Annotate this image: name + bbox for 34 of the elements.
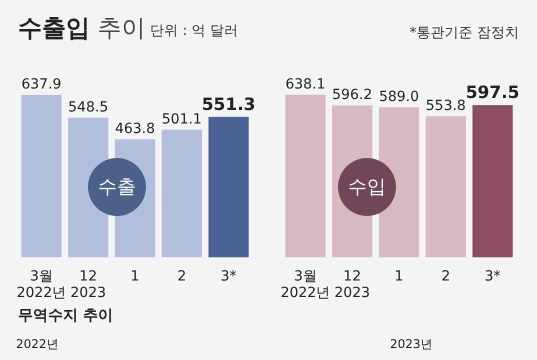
x-tick-label: 2 bbox=[441, 268, 450, 284]
data-label: 553.8 bbox=[426, 98, 466, 114]
chart-title: 수출입 추이 bbox=[18, 14, 146, 42]
data-label: 638.1 bbox=[285, 76, 326, 92]
x-tick-label: 12 2023 bbox=[334, 268, 370, 302]
bar bbox=[426, 116, 466, 258]
data-label: 596.2 bbox=[332, 87, 372, 104]
text: 무역수지 추이 bbox=[18, 306, 114, 325]
annotation: 수입 bbox=[348, 175, 386, 200]
text: *통관기준 잠정치 bbox=[410, 24, 519, 42]
bar bbox=[162, 130, 202, 258]
data-label: 637.9 bbox=[21, 76, 62, 92]
bar bbox=[21, 94, 62, 258]
x-tick-label: 3* bbox=[484, 268, 501, 284]
bar bbox=[285, 94, 326, 258]
annotation: 수출 bbox=[98, 175, 136, 200]
x-tick-label: 2 bbox=[177, 268, 186, 284]
bar bbox=[208, 116, 249, 258]
text: 2022년 bbox=[16, 336, 59, 353]
x-tick-label: 12 2023 bbox=[70, 268, 106, 302]
x-tick-label: 3월 2022년 bbox=[280, 268, 330, 302]
data-label: 589.0 bbox=[378, 88, 420, 105]
data-label: 548.5 bbox=[68, 99, 108, 116]
chart-subtitle: 단위 : 억 달러 bbox=[150, 22, 238, 40]
bar bbox=[472, 105, 513, 258]
data-label: 597.5 bbox=[466, 83, 520, 104]
x-tick-label: 3* bbox=[220, 268, 237, 284]
data-label: 463.8 bbox=[114, 120, 156, 137]
x-tick-label: 1 bbox=[394, 268, 404, 284]
x-tick-label: 1 bbox=[130, 268, 140, 284]
text: 2023년 bbox=[390, 336, 433, 353]
data-label: 501.1 bbox=[162, 111, 202, 128]
x-tick-label: 3월 2022년 bbox=[16, 268, 66, 302]
data-label: 551.3 bbox=[202, 94, 256, 115]
